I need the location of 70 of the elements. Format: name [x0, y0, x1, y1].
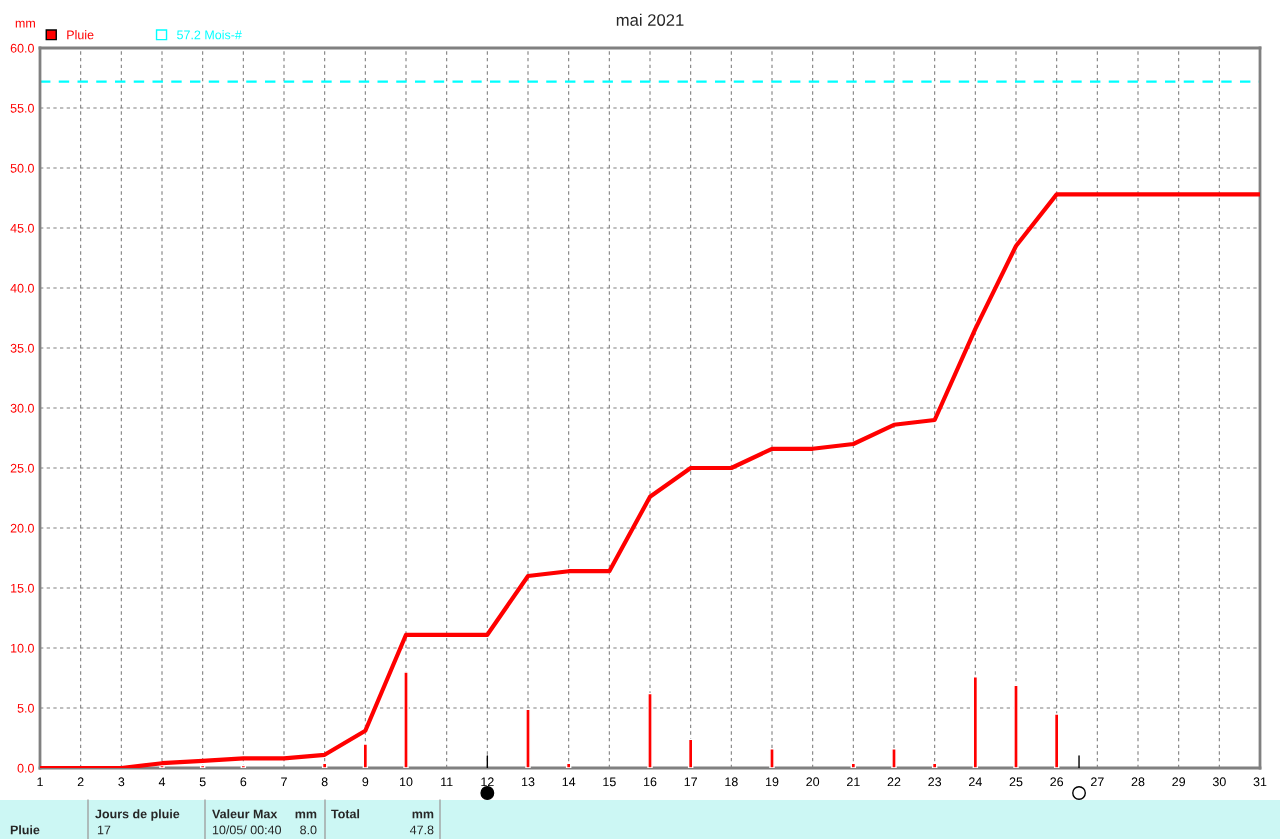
x-tick-label: 26 — [1050, 777, 1064, 787]
x-tick-label: 14 — [562, 777, 576, 787]
y-tick-label: 50.0 — [10, 163, 34, 173]
x-tick-label: 12 — [481, 777, 494, 787]
legend-label: Pluie — [67, 30, 94, 40]
x-tick-label: 9 — [362, 777, 369, 787]
y-tick-label: 55.0 — [10, 103, 34, 113]
x-tick-label: 4 — [158, 777, 166, 787]
y-tick-label: 60.0 — [10, 43, 34, 53]
text: 8.0 — [300, 825, 317, 835]
x-tick-label: 8 — [321, 777, 328, 787]
x-tick-label: 13 — [522, 777, 535, 787]
text: 17 — [97, 825, 111, 835]
chart-title: mai 2021 — [616, 13, 684, 26]
y-tick-label: 40.0 — [10, 283, 34, 293]
bar — [769, 748, 775, 768]
y-tick-label: 0.0 — [17, 763, 34, 773]
x-tick-label: 3 — [118, 777, 125, 787]
bar — [525, 708, 531, 768]
bar — [403, 671, 409, 768]
text: 47.8 — [409, 825, 434, 835]
y-tick-label: 35.0 — [10, 343, 34, 353]
bar — [647, 692, 653, 768]
text: mm — [295, 811, 317, 819]
bar — [362, 743, 369, 768]
text: Valeur Max — [212, 809, 278, 819]
x-tick-label: 31 — [1253, 777, 1267, 787]
x-tick-label: 17 — [684, 777, 697, 787]
x-tick-label: 11 — [441, 777, 453, 787]
bar — [199, 764, 206, 768]
bar — [1013, 684, 1019, 768]
text: Pluie — [10, 825, 40, 835]
text: 10/05/ 00:40 — [212, 825, 282, 835]
x-tick-label: 28 — [1131, 777, 1145, 787]
x-tick-label: 1 — [37, 777, 43, 787]
bar — [240, 764, 247, 768]
x-tick-label: 16 — [644, 777, 657, 787]
bar — [891, 748, 897, 768]
y-tick-label: 5.0 — [17, 703, 34, 713]
x-tick-label: 29 — [1172, 777, 1186, 787]
x-tick-label: 2 — [77, 777, 84, 787]
x-tick-label: 21 — [847, 777, 860, 787]
x-tick-label: 7 — [281, 777, 287, 787]
x-tick-label: 5 — [199, 777, 206, 787]
x-tick-label: 10 — [400, 777, 413, 787]
x-tick-label: 20 — [806, 777, 820, 787]
bar — [972, 676, 979, 768]
x-tick-label: 18 — [725, 777, 738, 787]
text: Jours de pluie — [95, 809, 180, 821]
y-tick-label: 30.0 — [10, 403, 34, 413]
x-tick-label: 19 — [766, 777, 779, 787]
x-tick-label: 24 — [969, 777, 982, 787]
x-tick-label: 22 — [887, 777, 901, 787]
x-tick-label: 27 — [1091, 777, 1104, 787]
y-tick-label: 45.0 — [10, 223, 34, 233]
x-tick-label: 30 — [1212, 777, 1226, 787]
bar — [1053, 713, 1060, 768]
y-tick-label: 20.0 — [10, 523, 34, 533]
text: Total — [331, 809, 360, 819]
y-tick-label: 25.0 — [10, 463, 34, 473]
y-axis-title: mm — [15, 20, 35, 28]
y-tick-label: 10.0 — [11, 643, 34, 653]
x-tick-label: 25 — [1009, 777, 1023, 787]
legend-label: 57.2 Mois-# — [177, 30, 242, 40]
x-tick-label: 23 — [928, 777, 942, 787]
x-tick-label: 6 — [240, 777, 247, 787]
y-tick-label: 15.0 — [11, 583, 34, 593]
bar — [687, 738, 694, 768]
x-tick-label: 15 — [603, 777, 616, 787]
text: mm — [412, 811, 434, 819]
